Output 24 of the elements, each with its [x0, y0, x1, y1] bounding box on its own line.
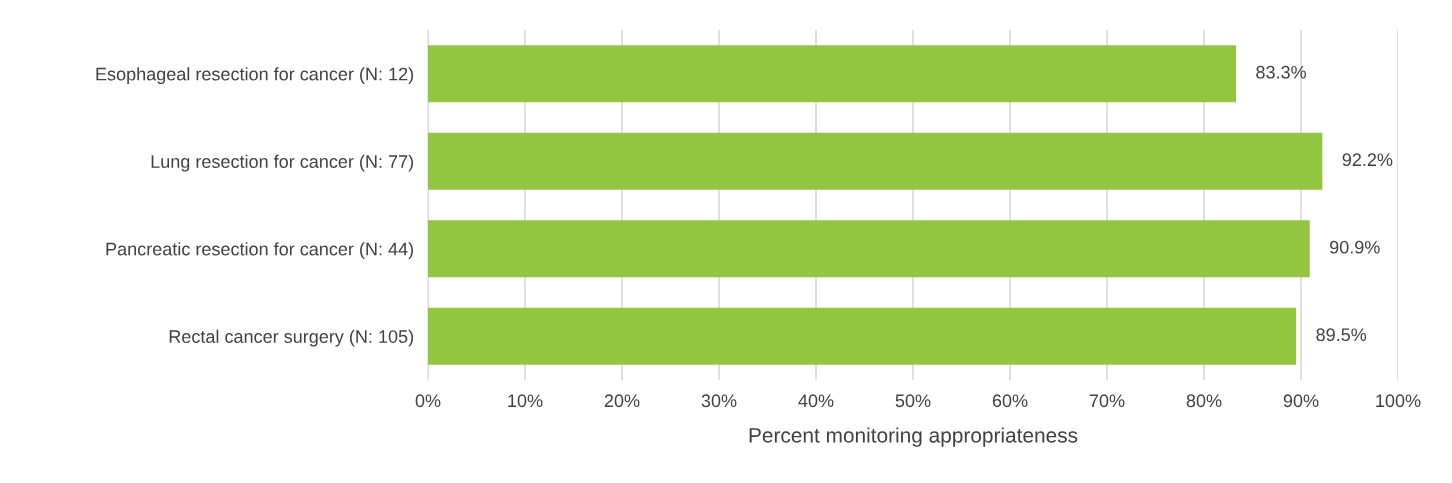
x-tick-label: 50% — [895, 394, 931, 408]
x-tick-label: 20% — [604, 394, 640, 408]
x-tick-label: 80% — [1186, 394, 1222, 408]
x-axis-title: Percent monitoring appropriateness — [749, 427, 1078, 447]
bar — [428, 132, 1323, 190]
y-tick-label: Pancreatic resection for cancer (N: 44) — [106, 242, 414, 260]
y-tick-label: Lung resection for cancer (N: 77) — [151, 154, 414, 172]
x-tick-label: 10% — [508, 394, 543, 408]
bar — [428, 307, 1297, 365]
data-label: 92.2% — [1342, 153, 1393, 167]
y-tick-label: Esophageal resection for cancer (N: 12) — [96, 67, 414, 85]
bar — [428, 45, 1237, 103]
x-tick-label: 90% — [1283, 394, 1319, 408]
y-tick-label: Rectal cancer surgery (N: 105) — [169, 329, 414, 347]
x-tick-label: 100% — [1376, 394, 1421, 408]
x-tick-label: 40% — [798, 394, 834, 408]
data-label: 90.9% — [1330, 240, 1380, 254]
x-tick-label: 60% — [992, 394, 1028, 408]
x-tick-label: 70% — [1089, 394, 1125, 408]
data-label: 89.5% — [1316, 328, 1367, 342]
bar — [428, 220, 1310, 278]
x-tick-label: 30% — [701, 394, 737, 408]
x-tick-label: 0% — [415, 394, 441, 408]
data-label: 83.3% — [1256, 65, 1307, 79]
